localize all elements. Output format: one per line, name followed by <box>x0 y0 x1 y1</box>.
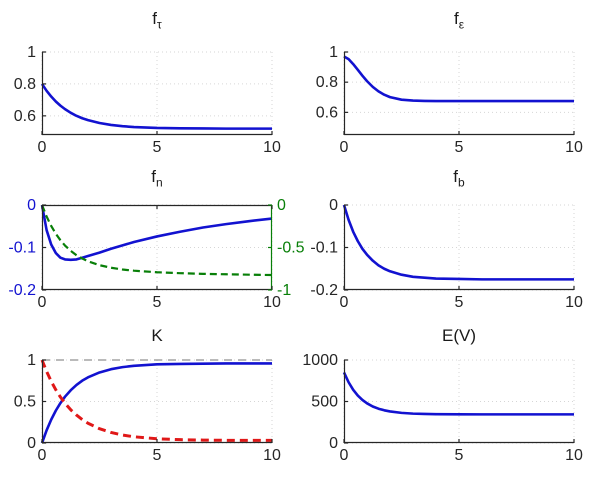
svg-text:5: 5 <box>153 139 162 156</box>
title-subscript: n <box>156 175 163 190</box>
svg-text:-0.2: -0.2 <box>310 282 338 299</box>
svg-text:5: 5 <box>153 447 162 464</box>
svg-text:0: 0 <box>27 197 36 214</box>
title-text: f <box>453 167 459 186</box>
subplot-title-f-n: fn <box>42 168 272 188</box>
plot-area-f-n: 0 5 10 0 -0.1 -0.2 0 -0.5 -1 <box>8 197 304 311</box>
svg-text:5: 5 <box>455 294 464 311</box>
svg-text:0: 0 <box>329 435 338 452</box>
svg-text:500: 500 <box>311 394 338 411</box>
title-text: f <box>152 9 157 28</box>
svg-text:0: 0 <box>340 139 349 156</box>
svg-text:0.6: 0.6 <box>316 104 338 121</box>
svg-text:-0.5: -0.5 <box>277 240 305 257</box>
svg-text:-1: -1 <box>277 282 291 299</box>
svg-text:1: 1 <box>329 44 338 61</box>
svg-text:10: 10 <box>263 139 281 156</box>
title-subscript: b <box>458 175 465 190</box>
plot-area-f-b: 0 5 10 0 -0.1 -0.2 <box>310 197 583 311</box>
svg-text:5: 5 <box>455 447 464 464</box>
plot-area-f-epsilon: 0 5 10 0.6 0.8 1 <box>316 44 583 156</box>
svg-text:-0.2: -0.2 <box>8 282 36 299</box>
svg-text:-0.1: -0.1 <box>8 240 36 257</box>
svg-text:0.6: 0.6 <box>14 108 36 125</box>
svg-text:-0.1: -0.1 <box>310 240 338 257</box>
title-subscript: ε <box>458 17 465 32</box>
title-text: K <box>151 326 163 345</box>
svg-text:0: 0 <box>38 139 47 156</box>
svg-text:0.8: 0.8 <box>316 74 338 91</box>
svg-text:10: 10 <box>565 139 583 156</box>
title-text: E(V) <box>442 326 476 345</box>
svg-text:5: 5 <box>455 139 464 156</box>
svg-text:1: 1 <box>27 352 36 369</box>
svg-text:0: 0 <box>329 197 338 214</box>
svg-text:10: 10 <box>565 294 583 311</box>
subplot-title-K: K <box>42 327 272 347</box>
svg-text:0.5: 0.5 <box>14 394 36 411</box>
svg-text:10: 10 <box>565 447 583 464</box>
svg-text:0: 0 <box>38 447 47 464</box>
svg-text:1000: 1000 <box>302 352 338 369</box>
svg-text:0: 0 <box>38 294 47 311</box>
svg-text:0: 0 <box>27 435 36 452</box>
svg-text:0: 0 <box>340 447 349 464</box>
svg-text:0: 0 <box>340 294 349 311</box>
subplot-title-f-epsilon: fε <box>344 10 574 30</box>
svg-text:10: 10 <box>263 447 281 464</box>
svg-text:5: 5 <box>153 294 162 311</box>
plot-area-E-V: 0 5 10 0 500 1000 <box>302 352 583 464</box>
subplot-title-f-b: fb <box>344 168 574 188</box>
svg-text:0.8: 0.8 <box>14 76 36 93</box>
title-subscript: τ <box>156 17 162 32</box>
plot-area-f-tau: 0 5 10 0.6 0.8 1 <box>14 44 281 156</box>
plot-area-K: 0 5 10 0 0.5 1 <box>14 352 281 464</box>
svg-text:10: 10 <box>263 294 281 311</box>
title-text: f <box>453 9 459 28</box>
subplot-title-E-V: E(V) <box>344 327 574 347</box>
svg-text:0: 0 <box>277 197 286 214</box>
title-text: f <box>151 167 157 186</box>
svg-text:1: 1 <box>27 44 36 61</box>
subplot-title-f-tau: fτ <box>42 10 272 30</box>
